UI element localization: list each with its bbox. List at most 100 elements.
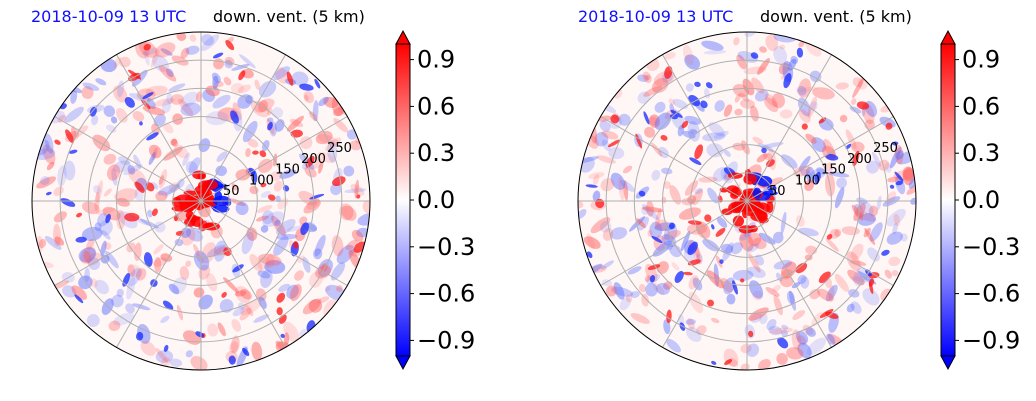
colorbar-tick-label: −0.3	[417, 233, 475, 261]
field-blob	[86, 252, 102, 266]
field-blob	[185, 260, 192, 267]
field-blob-strong	[142, 92, 154, 100]
field-blob	[275, 67, 289, 84]
field-blob	[601, 279, 613, 287]
field-blob	[318, 96, 329, 107]
field-blob	[846, 303, 855, 313]
field-blob	[851, 204, 864, 221]
field-blob	[852, 78, 864, 99]
field-blob-strong	[711, 224, 715, 230]
field-blob	[732, 269, 754, 281]
field-blob	[287, 225, 300, 232]
field-blob	[158, 175, 165, 185]
field-blob	[153, 244, 164, 255]
field-blob	[765, 287, 780, 297]
field-blob	[180, 47, 190, 59]
field-blob	[805, 166, 816, 184]
field-blob	[630, 313, 650, 324]
field-blob	[265, 253, 275, 269]
field-blob	[148, 144, 162, 159]
field-blob	[113, 160, 131, 173]
colorbar: 0.9 0.6 0.3 0.0 −0.3 −0.6 −0.9	[395, 29, 475, 371]
field-blob	[283, 332, 290, 345]
field-blob	[672, 98, 688, 110]
field-blob	[147, 209, 153, 218]
field-blob	[63, 160, 76, 181]
field-blob	[111, 294, 124, 308]
field-blob	[823, 138, 836, 158]
field-blob	[231, 318, 242, 332]
field-blob-strong	[669, 114, 678, 120]
field-blob-strong	[664, 66, 673, 79]
field-blob	[339, 203, 354, 221]
field-blob	[651, 169, 661, 181]
field-blob	[798, 109, 811, 123]
field-blob-strong	[889, 184, 895, 189]
field-blob	[793, 165, 811, 177]
field-blob	[726, 293, 736, 305]
field-blob	[249, 254, 263, 272]
field-blob	[798, 155, 811, 172]
field-blob	[62, 285, 77, 298]
field-blob	[286, 115, 304, 132]
field-blob	[687, 121, 701, 142]
field-blob-strong	[700, 100, 708, 109]
field-blob	[354, 179, 359, 199]
field-blob	[155, 190, 168, 202]
field-blob-strong	[852, 150, 860, 167]
field-blob	[578, 209, 587, 219]
field-blob	[828, 285, 835, 302]
field-blob	[649, 221, 663, 239]
field-blob-strong	[783, 73, 792, 89]
field-blob	[586, 233, 595, 249]
field-blob-strong	[777, 337, 789, 349]
field-blob	[839, 114, 848, 123]
field-blob	[304, 166, 317, 178]
field-blob-strong	[732, 280, 738, 295]
field-blob	[811, 137, 827, 153]
field-blob	[619, 179, 635, 192]
field-blob	[760, 142, 784, 149]
field-blob	[344, 188, 367, 194]
field-blob-strong	[739, 278, 745, 283]
field-blob	[314, 234, 326, 257]
field-blob-strong	[748, 330, 754, 338]
field-blob	[217, 322, 226, 337]
field-blob-strong	[139, 121, 143, 126]
field-blob	[636, 218, 646, 229]
field-blob	[193, 243, 200, 256]
field-blob	[313, 248, 323, 260]
field-blob-strong	[54, 139, 61, 145]
field-blob	[223, 76, 232, 86]
field-blob	[779, 109, 793, 119]
field-blob	[213, 81, 224, 88]
field-blob	[857, 213, 877, 226]
field-blob	[253, 314, 270, 323]
field-blob	[95, 78, 107, 86]
field-blob	[610, 227, 628, 240]
field-blob	[599, 120, 611, 132]
field-blob	[902, 167, 915, 186]
polar-spoke	[200, 200, 286, 348]
panel-title: down. vent. (5 km)	[213, 7, 365, 26]
field-blob	[654, 207, 662, 229]
field-blob	[723, 149, 731, 157]
field-blob	[162, 122, 174, 134]
field-blob	[764, 97, 779, 113]
field-blob	[622, 165, 633, 174]
field-blob	[902, 166, 914, 182]
field-blob-strong	[280, 333, 285, 339]
field-blob	[207, 323, 219, 337]
field-blob	[276, 234, 298, 240]
field-blob	[906, 183, 916, 195]
field-blob	[213, 240, 227, 262]
field-blob	[893, 213, 901, 226]
field-blob	[291, 71, 309, 86]
field-blob	[758, 232, 776, 245]
field-blob	[216, 151, 228, 162]
field-blob	[212, 94, 231, 109]
field-blob	[748, 253, 761, 273]
field-blob	[696, 325, 707, 336]
field-blob	[806, 337, 827, 356]
field-blob	[234, 290, 247, 297]
